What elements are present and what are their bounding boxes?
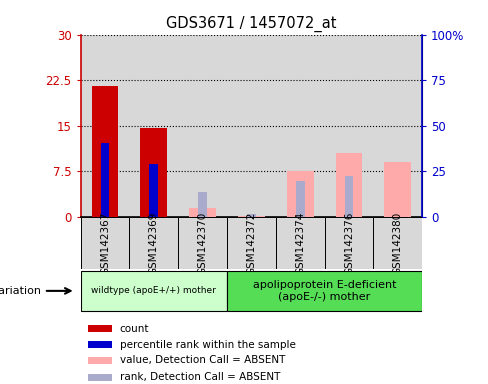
- Text: wildtype (apoE+/+) mother: wildtype (apoE+/+) mother: [91, 286, 216, 295]
- Bar: [88, 341, 112, 348]
- Bar: [141, 127, 167, 217]
- Bar: [189, 208, 216, 217]
- Bar: [178, 217, 227, 269]
- Text: GSM142380: GSM142380: [393, 211, 403, 275]
- Bar: [198, 192, 207, 217]
- Text: apolipoprotein E-deficient
(apoE-/-) mother: apolipoprotein E-deficient (apoE-/-) mot…: [253, 280, 396, 302]
- Text: value, Detection Call = ABSENT: value, Detection Call = ABSENT: [120, 356, 285, 366]
- Bar: [336, 153, 362, 217]
- Bar: [325, 35, 373, 217]
- Bar: [296, 181, 305, 217]
- Bar: [276, 217, 325, 269]
- Text: rank, Detection Call = ABSENT: rank, Detection Call = ABSENT: [120, 372, 280, 382]
- Bar: [325, 217, 373, 269]
- Text: percentile rank within the sample: percentile rank within the sample: [120, 339, 295, 349]
- Bar: [149, 164, 158, 217]
- Text: GSM142374: GSM142374: [295, 211, 305, 275]
- Text: GSM142369: GSM142369: [149, 211, 159, 275]
- Bar: [129, 35, 178, 217]
- Text: genotype/variation: genotype/variation: [0, 286, 41, 296]
- Bar: [238, 216, 265, 217]
- Bar: [81, 217, 129, 269]
- Bar: [373, 35, 422, 217]
- Text: GSM142376: GSM142376: [344, 211, 354, 275]
- Bar: [325, 35, 373, 217]
- Bar: [101, 143, 109, 217]
- Bar: [373, 35, 422, 217]
- Title: GDS3671 / 1457072_at: GDS3671 / 1457072_at: [166, 16, 337, 32]
- Bar: [88, 357, 112, 364]
- Bar: [88, 374, 112, 381]
- Bar: [81, 35, 129, 217]
- Bar: [345, 176, 353, 217]
- Bar: [227, 271, 422, 311]
- Bar: [227, 35, 276, 217]
- Bar: [276, 35, 325, 217]
- Bar: [178, 35, 227, 217]
- Bar: [276, 35, 325, 217]
- Bar: [385, 162, 411, 217]
- Bar: [373, 217, 422, 269]
- Bar: [92, 86, 119, 217]
- Bar: [81, 35, 129, 217]
- Bar: [81, 271, 227, 311]
- Bar: [88, 325, 112, 332]
- Text: GSM142372: GSM142372: [246, 211, 256, 275]
- Bar: [287, 171, 314, 217]
- Bar: [178, 35, 227, 217]
- Bar: [247, 214, 256, 217]
- Text: count: count: [120, 324, 149, 334]
- Text: GSM142367: GSM142367: [100, 211, 110, 275]
- Text: GSM142370: GSM142370: [198, 211, 207, 275]
- Bar: [227, 217, 276, 269]
- Bar: [129, 35, 178, 217]
- Bar: [227, 35, 276, 217]
- Bar: [129, 217, 178, 269]
